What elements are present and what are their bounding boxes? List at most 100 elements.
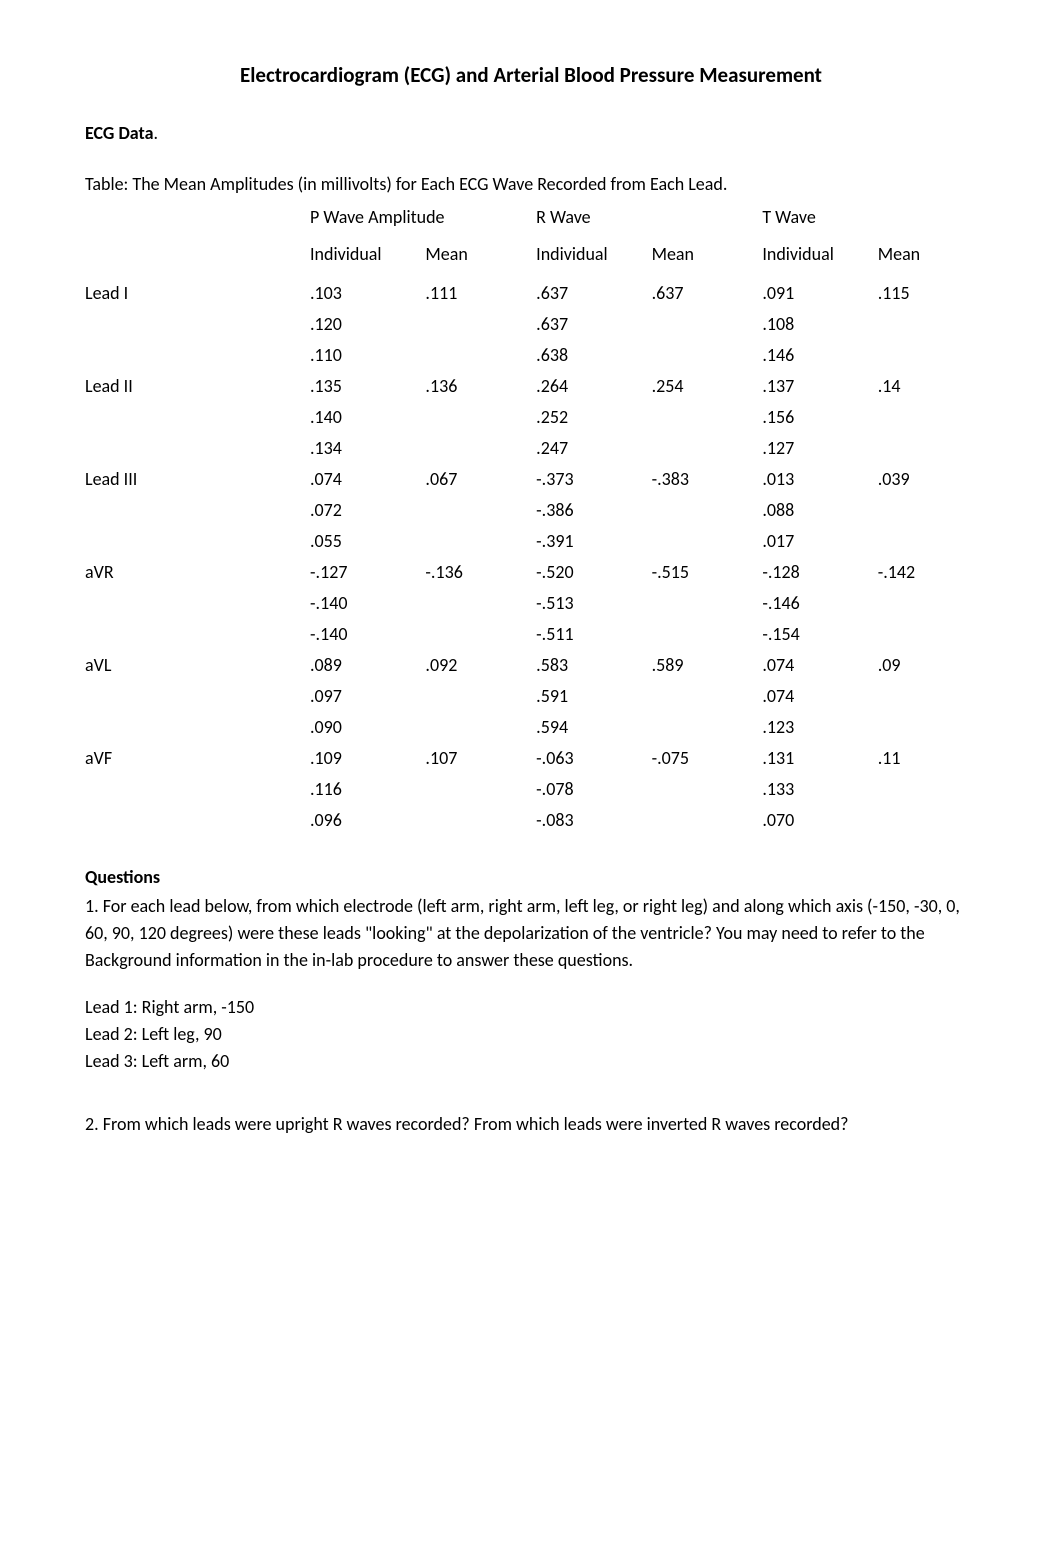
t-individual-cell: .133: [762, 774, 877, 805]
table-row: aVR-.127-.136-.520-.515-.128-.142: [85, 557, 977, 588]
question-2-text: 2. From which leads were upright R waves…: [85, 1111, 977, 1138]
wave-header-row: P Wave Amplitude R Wave T Wave: [85, 202, 977, 239]
r-individual-cell: .637: [536, 278, 651, 309]
r-individual-cell: -.386: [536, 495, 651, 526]
p-mean-header: Mean: [425, 239, 524, 278]
t-individual-cell: .088: [762, 495, 877, 526]
r-mean-cell: .254: [652, 371, 751, 402]
table-row: .097.591.074: [85, 681, 977, 712]
r-individual-cell: -.078: [536, 774, 651, 805]
t-mean-cell: .115: [878, 278, 977, 309]
t-mean-header: Mean: [878, 239, 977, 278]
t-individual-cell: .131: [762, 743, 877, 774]
lead-label-cell: Lead I: [85, 278, 310, 309]
table-row: .120.637.108: [85, 309, 977, 340]
t-individual-cell: .156: [762, 402, 877, 433]
p-individual-cell: .090: [310, 712, 425, 743]
t-mean-cell: [878, 774, 977, 805]
lead-label-cell: [85, 619, 310, 650]
r-mean-cell: [652, 433, 751, 464]
r-mean-cell: [652, 681, 751, 712]
t-individual-cell: .017: [762, 526, 877, 557]
t-mean-cell: .039: [878, 464, 977, 495]
lead-label-cell: [85, 774, 310, 805]
r-individual-cell: -.511: [536, 619, 651, 650]
t-mean-cell: [878, 495, 977, 526]
answer-1-block: Lead 1: Right arm, -150 Lead 2: Left leg…: [85, 994, 977, 1075]
t-individual-cell: .091: [762, 278, 877, 309]
r-individual-cell: .247: [536, 433, 651, 464]
lead-label-cell: Lead II: [85, 371, 310, 402]
r-individual-cell: -.063: [536, 743, 651, 774]
t-mean-cell: .11: [878, 743, 977, 774]
p-mean-cell: [425, 619, 524, 650]
t-individual-cell: -.146: [762, 588, 877, 619]
p-mean-cell: [425, 712, 524, 743]
r-mean-cell: [652, 619, 751, 650]
r-individual-cell: .264: [536, 371, 651, 402]
p-individual-cell: .089: [310, 650, 425, 681]
t-wave-header: T Wave: [762, 202, 977, 239]
table-row: .110.638.146: [85, 340, 977, 371]
p-mean-cell: [425, 402, 524, 433]
table-row: Lead I.103.111.637.637.091.115: [85, 278, 977, 309]
r-individual-cell: -.513: [536, 588, 651, 619]
t-individual-cell: .123: [762, 712, 877, 743]
p-mean-cell: [425, 340, 524, 371]
t-mean-cell: [878, 588, 977, 619]
table-row: .116 -.078 .133: [85, 774, 977, 805]
p-individual-cell: .135: [310, 371, 425, 402]
r-mean-cell: [652, 495, 751, 526]
r-mean-cell: -.383: [652, 464, 751, 495]
p-individual-cell: -.140: [310, 588, 425, 619]
p-individual-cell: .096: [310, 805, 425, 836]
p-individual-cell: .116: [310, 774, 425, 805]
t-mean-cell: -.142: [878, 557, 977, 588]
table-row: .096-.083.070: [85, 805, 977, 836]
r-wave-header: R Wave: [536, 202, 751, 239]
questions-heading: Questions: [85, 864, 977, 891]
r-mean-cell: -.515: [652, 557, 751, 588]
p-mean-cell: [425, 681, 524, 712]
r-individual-cell: .594: [536, 712, 651, 743]
t-mean-cell: [878, 309, 977, 340]
t-individual-cell: .127: [762, 433, 877, 464]
t-mean-cell: [878, 340, 977, 371]
table-row: Lead III.074.067-.373-.383.013.039: [85, 464, 977, 495]
r-mean-cell: .589: [652, 650, 751, 681]
t-individual-cell: .074: [762, 681, 877, 712]
t-mean-cell: [878, 402, 977, 433]
table-row: .134.247.127: [85, 433, 977, 464]
period: .: [153, 122, 158, 144]
lead-label-cell: [85, 495, 310, 526]
r-individual-cell: .252: [536, 402, 651, 433]
answer-lead-1: Lead 1: Right arm, -150: [85, 994, 977, 1021]
p-mean-cell: [425, 495, 524, 526]
p-mean-cell: [425, 309, 524, 340]
t-individual-header: Individual: [762, 239, 877, 278]
p-mean-cell: .092: [425, 650, 524, 681]
p-individual-cell: -.127: [310, 557, 425, 588]
p-individual-cell: .055: [310, 526, 425, 557]
lead-label-cell: [85, 526, 310, 557]
lead-label-cell: [85, 712, 310, 743]
p-individual-cell: .140: [310, 402, 425, 433]
r-individual-cell: -.391: [536, 526, 651, 557]
r-mean-cell: -.075: [652, 743, 751, 774]
p-individual-cell: .072: [310, 495, 425, 526]
t-individual-cell: .146: [762, 340, 877, 371]
sub-header-row: Individual Mean Individual Mean Individu…: [85, 239, 977, 278]
table-row: -.140 -.513 -.146: [85, 588, 977, 619]
r-individual-cell: .583: [536, 650, 651, 681]
p-mean-cell: [425, 774, 524, 805]
table-row: .072 -.386 .088: [85, 495, 977, 526]
t-individual-cell: -.154: [762, 619, 877, 650]
table-row: .140 .252 .156: [85, 402, 977, 433]
p-individual-cell: .109: [310, 743, 425, 774]
p-individual-cell: -.140: [310, 619, 425, 650]
p-mean-cell: .107: [425, 743, 524, 774]
t-mean-cell: .09: [878, 650, 977, 681]
lead-label-cell: Lead III: [85, 464, 310, 495]
p-mean-cell: -.136: [425, 557, 524, 588]
ecg-data-heading: ECG Data.: [85, 120, 977, 147]
